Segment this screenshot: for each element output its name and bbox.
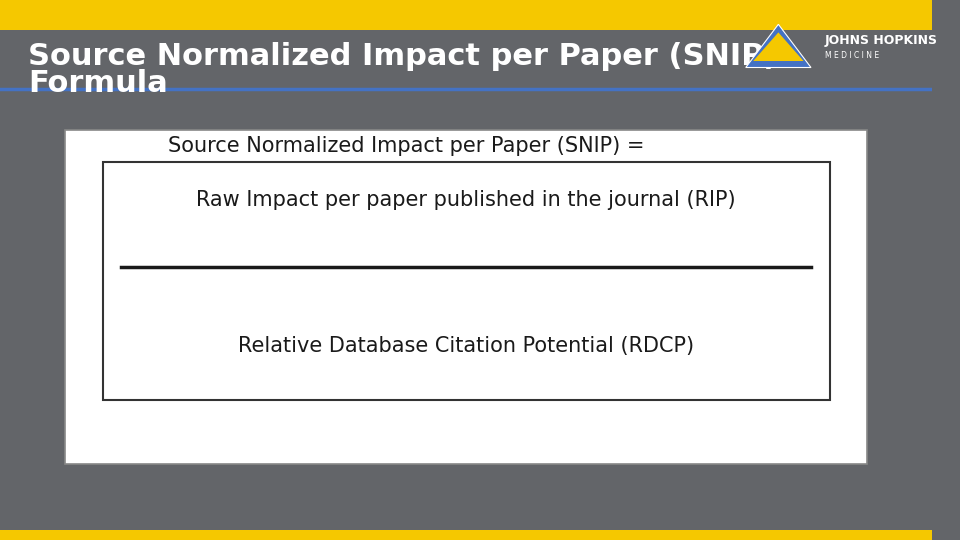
- FancyBboxPatch shape: [0, 530, 932, 540]
- Text: M E D I C I N E: M E D I C I N E: [825, 51, 879, 60]
- Text: JOHNS HOPKINS: JOHNS HOPKINS: [825, 34, 938, 47]
- Polygon shape: [754, 32, 804, 61]
- Text: Source Normalized Impact per Paper (SNIP) =: Source Normalized Impact per Paper (SNIP…: [168, 136, 644, 156]
- FancyBboxPatch shape: [65, 130, 867, 464]
- Text: Source Normalized Impact per Paper (SNIP): Source Normalized Impact per Paper (SNIP…: [28, 42, 778, 71]
- Text: Formula: Formula: [28, 69, 168, 98]
- Text: Relative Database Citation Potential (RDCP): Relative Database Citation Potential (RD…: [238, 335, 694, 356]
- Text: Raw Impact per paper published in the journal (RIP): Raw Impact per paper published in the jo…: [196, 190, 736, 210]
- FancyBboxPatch shape: [103, 162, 829, 400]
- Polygon shape: [746, 24, 811, 68]
- FancyBboxPatch shape: [0, 0, 932, 30]
